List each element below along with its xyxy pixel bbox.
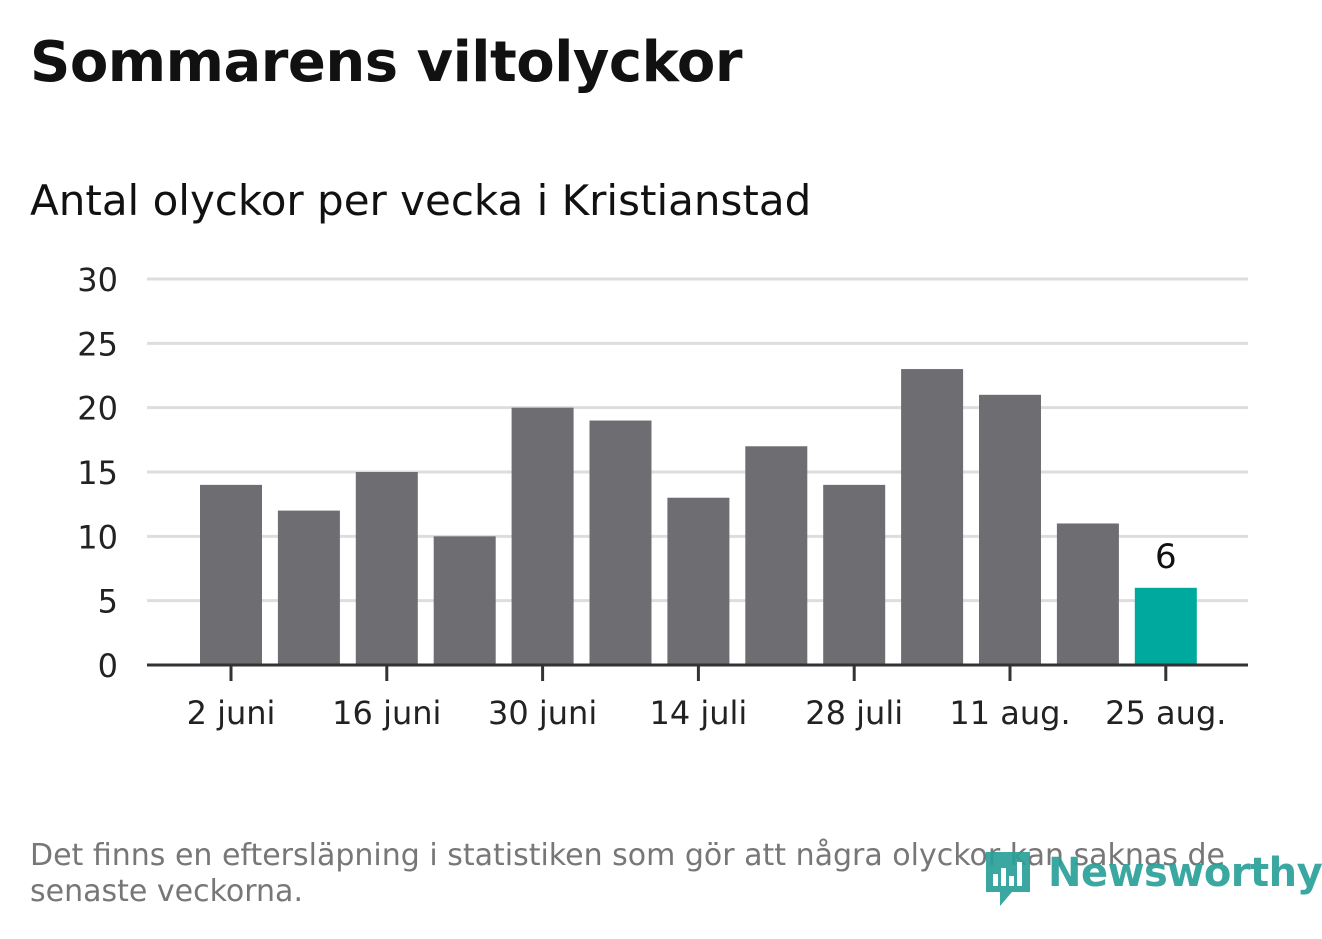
x-tick-label: 11 aug.	[949, 694, 1070, 732]
bar	[667, 497, 730, 665]
x-tick-label: 2 juni	[187, 694, 276, 732]
x-tick-label: 16 juni	[332, 694, 441, 732]
newsworthy-logo-text: Newsworthy	[1048, 850, 1322, 896]
y-tick-label: 10	[77, 518, 118, 556]
chart-subtitle: Antal olyckor per vecka i Kristianstad	[30, 176, 812, 225]
bar	[823, 484, 886, 665]
newsworthy-logo-icon	[986, 852, 1030, 906]
x-tick-label: 14 juli	[649, 694, 747, 732]
x-tick-label: 30 juni	[488, 694, 597, 732]
data-label: 6	[1155, 537, 1177, 577]
x-tick-label: 28 juli	[805, 694, 903, 732]
bar	[433, 536, 496, 665]
y-tick-label: 0	[98, 647, 118, 685]
chart-title: Sommarens viltolyckor	[30, 30, 742, 95]
y-tick-label: 5	[98, 583, 118, 621]
bar-chart: 0 5 10 15 20 25 30 6 2 juni 16 juni 30 juni 14 juli…	[77, 261, 1248, 732]
bar	[355, 472, 418, 665]
bar	[1134, 587, 1197, 665]
bar	[979, 394, 1041, 665]
bar	[1056, 523, 1119, 665]
y-tick-label: 30	[77, 261, 118, 299]
y-tick-label: 20	[77, 390, 118, 428]
bar	[200, 484, 262, 665]
bar	[511, 407, 574, 665]
bar	[277, 510, 340, 665]
newsworthy-logo: Newsworthy	[982, 846, 1322, 910]
y-tick-label: 15	[77, 454, 118, 492]
bar	[589, 420, 652, 665]
bar	[745, 446, 808, 665]
y-tick-label: 25	[77, 325, 118, 363]
bar	[901, 369, 964, 665]
x-tick-label: 25 aug.	[1105, 694, 1226, 732]
